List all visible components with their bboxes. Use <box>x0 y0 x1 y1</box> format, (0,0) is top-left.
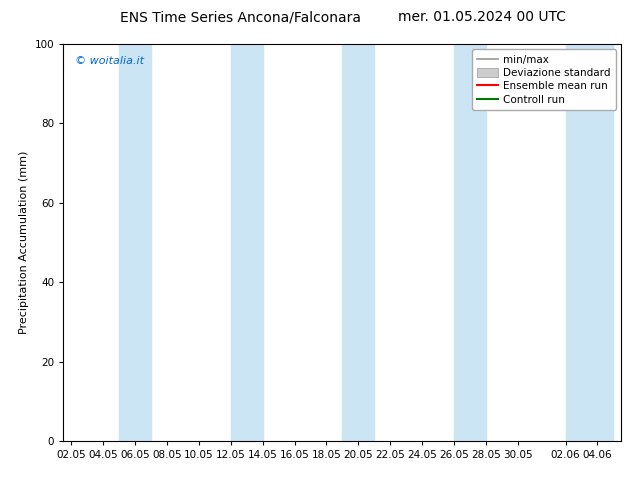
Bar <box>566 44 613 441</box>
Text: ENS Time Series Ancona/Falconara: ENS Time Series Ancona/Falconara <box>120 10 361 24</box>
Text: mer. 01.05.2024 00 UTC: mer. 01.05.2024 00 UTC <box>398 10 566 24</box>
Bar <box>231 44 262 441</box>
Bar <box>454 44 486 441</box>
Bar <box>119 44 151 441</box>
Text: © woitalia.it: © woitalia.it <box>75 56 143 66</box>
Y-axis label: Precipitation Accumulation (mm): Precipitation Accumulation (mm) <box>19 151 29 334</box>
Legend: min/max, Deviazione standard, Ensemble mean run, Controll run: min/max, Deviazione standard, Ensemble m… <box>472 49 616 110</box>
Bar <box>342 44 374 441</box>
